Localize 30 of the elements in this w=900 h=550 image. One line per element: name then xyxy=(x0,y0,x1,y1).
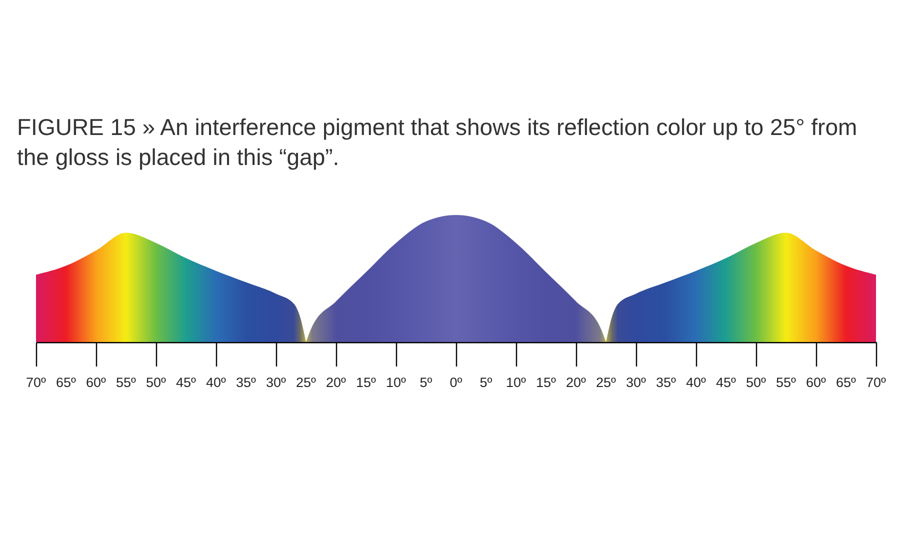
x-tick-label: 10º xyxy=(506,375,526,390)
x-tick-label: 35º xyxy=(656,375,676,390)
x-tick-label: 25º xyxy=(296,375,316,390)
x-tick-label: 65º xyxy=(56,375,76,390)
x-tick-label: 55º xyxy=(776,375,796,390)
x-tick-label: 45º xyxy=(716,375,736,390)
x-tick-label: 60º xyxy=(806,375,826,390)
x-tick-label: 0º xyxy=(450,375,462,390)
x-tick-label: 10º xyxy=(386,375,406,390)
x-tick-label: 25º xyxy=(596,375,616,390)
x-tick-label: 70º xyxy=(866,375,886,390)
x-tick-label: 50º xyxy=(146,375,166,390)
x-tick-label: 35º xyxy=(236,375,256,390)
chart-title: FIGURE 15 » An interference pigment that shows its reflection color up to 25° from the gloss is placed in this “gap”. xyxy=(17,113,858,172)
x-tick-label: 60º xyxy=(86,375,106,390)
x-tick-label: 30º xyxy=(626,375,646,390)
x-tick-label: 15º xyxy=(356,375,376,390)
x-tick-label: 30º xyxy=(266,375,286,390)
x-tick-label: 15º xyxy=(536,375,556,390)
x-tick-label: 40º xyxy=(686,375,706,390)
x-tick-label: 50º xyxy=(746,375,766,390)
x-tick-label: 5º xyxy=(420,375,432,390)
x-tick-label: 5º xyxy=(480,375,492,390)
x-tick-label: 20º xyxy=(566,375,586,390)
x-tick-label: 70º xyxy=(26,375,46,390)
x-tick-label: 20º xyxy=(326,375,346,390)
x-tick-label: 40º xyxy=(206,375,226,390)
x-tick-label: 65º xyxy=(836,375,856,390)
x-tick-label: 55º xyxy=(116,375,136,390)
x-tick-label: 45º xyxy=(176,375,196,390)
